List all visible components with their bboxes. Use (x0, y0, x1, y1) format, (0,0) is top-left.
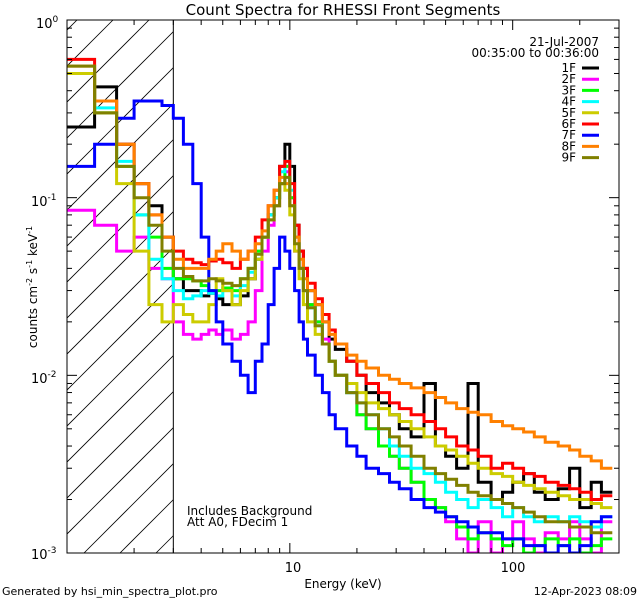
y-tick-label-3: 10-3 (31, 546, 57, 563)
legend-label-8F: 8F (561, 139, 576, 153)
legend-label-4F: 4F (561, 95, 576, 109)
annotation-time-range: 00:35:00 to 00:36:00 (472, 46, 599, 60)
axis-ticks (66, 19, 620, 554)
legend-label-9F: 9F (561, 151, 576, 165)
footer-generated-by: Generated by hsi_min_spectra_plot.pro (2, 585, 218, 598)
y-axis-label: counts cm-2 s-1 keV-1 (25, 226, 40, 348)
y-tick-label-2: 10-2 (31, 370, 57, 387)
series-line-8F (67, 64, 613, 470)
legend-label-7F: 7F (561, 128, 576, 142)
y-tick-label-1: 10-1 (31, 193, 57, 210)
series-line-5F (67, 72, 613, 510)
series-line-7F (67, 99, 613, 553)
y-tick-label-0: 100 (36, 15, 59, 32)
series-line-6F (67, 57, 613, 501)
chart-title: Count Spectra for RHESSI Front Segments (186, 1, 501, 19)
x-tick-label-100: 100 (501, 561, 526, 576)
hatch-region (67, 20, 619, 553)
annotation-date: 21-Jul-2007 (529, 35, 599, 49)
annotation-background: Includes Background (187, 504, 312, 518)
legend-label-5F: 5F (561, 106, 576, 120)
legend-label-2F: 2F (561, 72, 576, 86)
annotation-attenuator: Att A0, FDecim 1 (187, 515, 288, 529)
series-line-9F (67, 64, 613, 535)
series-layer (67, 57, 613, 553)
legend-label-6F: 6F (561, 117, 576, 131)
footer-timestamp: 12-Apr-2023 08:09 (534, 585, 637, 598)
x-axis-label: Energy (keV) (304, 577, 381, 591)
legend-label-1F: 1F (561, 61, 576, 75)
x-tick-label-10: 10 (285, 561, 302, 576)
legend-label-3F: 3F (561, 83, 576, 97)
plot-frame (66, 19, 620, 554)
